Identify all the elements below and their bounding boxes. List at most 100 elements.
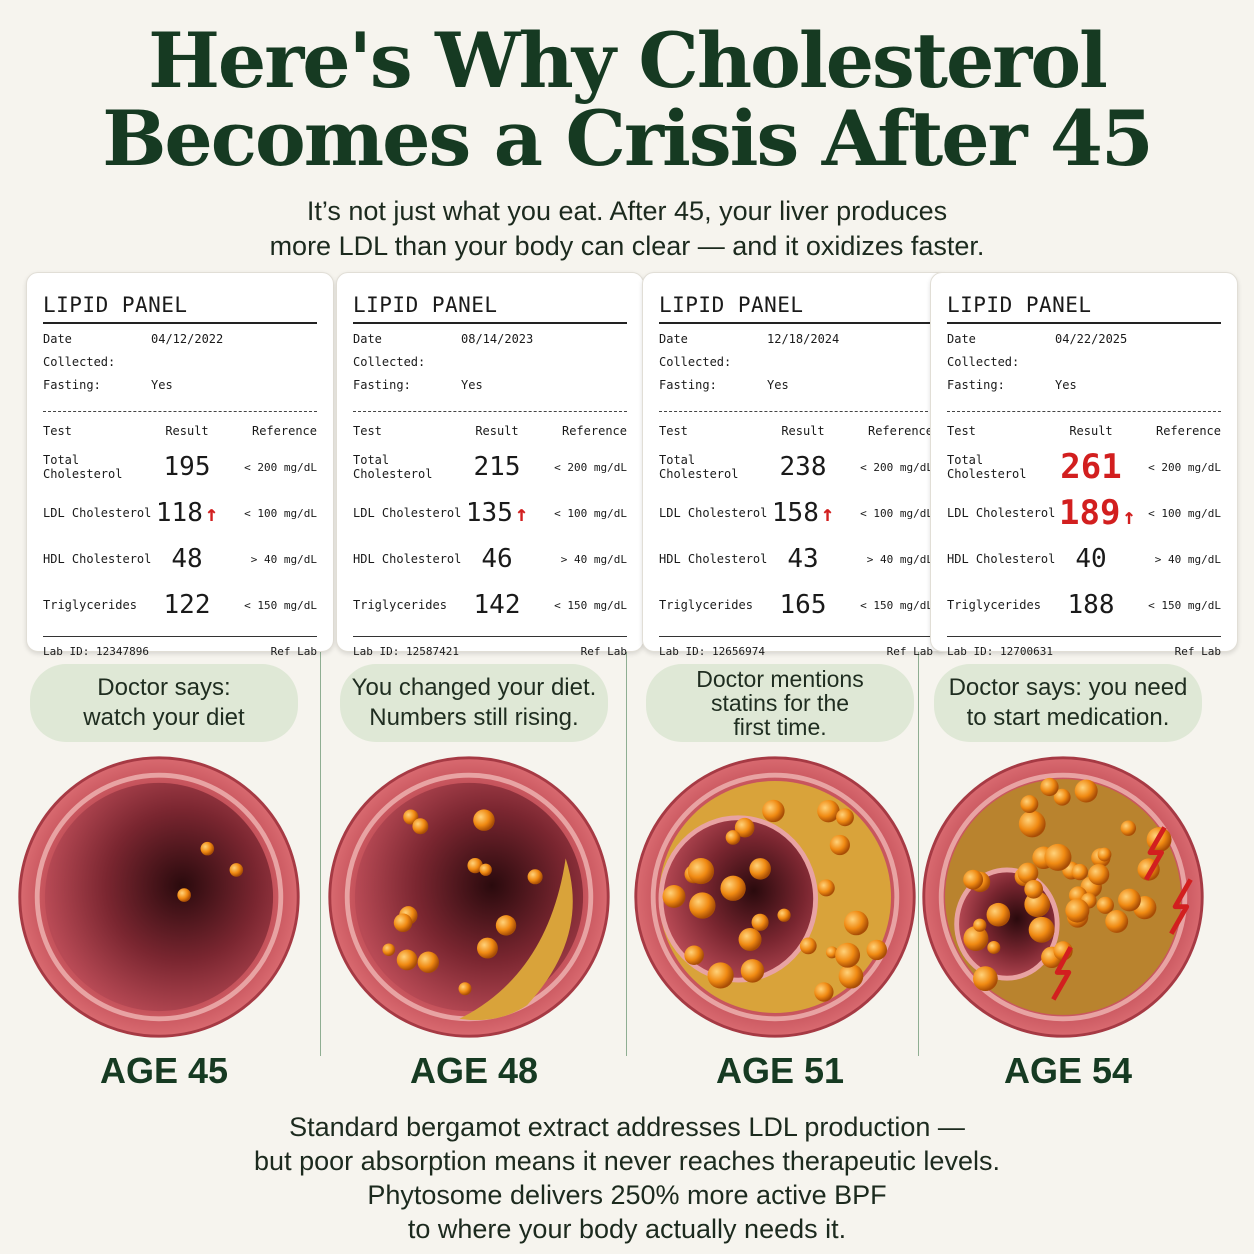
ldl-particle [707, 962, 734, 989]
fasting-value: Yes [1055, 378, 1077, 392]
ldl-particle [1053, 788, 1071, 806]
lab-id: Lab ID: 12700631 [947, 645, 1053, 658]
panel-rule [43, 322, 317, 324]
note-line: Doctor mentions [696, 666, 864, 692]
ldl-particle [684, 945, 704, 966]
ldl-particle [762, 799, 785, 823]
result-cell: 48 [155, 544, 219, 574]
plaque-deposit [459, 858, 573, 1021]
panel-rule-dashed [659, 411, 933, 412]
test-name: Total Cholesterol [43, 453, 123, 481]
meta-date: Date Collected: 08/14/2023 [353, 328, 627, 374]
lab-id-value: 12587421 [405, 645, 459, 658]
reference-range: < 200 mg/dL [244, 460, 317, 474]
meta-fasting: Fasting: Yes [947, 374, 1221, 397]
result-value: 122 [163, 590, 211, 620]
ldl-particle [467, 857, 483, 874]
lab-id-value: 12700631 [999, 645, 1053, 658]
header-result: Result [165, 424, 209, 438]
lab-name: Ref Lab [270, 645, 317, 658]
result-value: 165 [779, 590, 827, 620]
ldl-particle [963, 869, 984, 890]
meta-date: Date Collected: 04/12/2022 [43, 328, 317, 374]
ldl-particle [1120, 820, 1137, 836]
result-value: 261 [1060, 447, 1122, 487]
test-name: HDL Cholesterol [947, 552, 1056, 566]
test-name: Total Cholesterol [947, 453, 1027, 481]
result-value: 48 [171, 544, 203, 574]
lab-id-label: Lab ID: [659, 645, 706, 658]
test-name: LDL Cholesterol [659, 506, 768, 520]
panel-rule-dashed [43, 411, 317, 412]
fasting-label: Fasting: [659, 378, 717, 392]
timeline-stage: LIPID PANEL Date Collected: 04/22/2025 F… [922, 272, 1238, 1102]
column-divider [626, 286, 627, 1056]
doctor-note-bubble: You changed your diet. Numbers still ris… [340, 664, 608, 742]
meta-date: Date Collected: 12/18/2024 [659, 328, 933, 374]
date-value: 12/18/2024 [767, 332, 840, 346]
result-cell: 195 [155, 452, 219, 482]
header-reference: Reference [867, 424, 933, 438]
header-result: Result [475, 424, 519, 438]
meta-fasting: Fasting: Yes [659, 374, 933, 397]
panel-title: LIPID PANEL [353, 293, 498, 317]
ldl-particle [1020, 795, 1039, 814]
ldl-particle [844, 910, 869, 936]
panel-rule [947, 636, 1221, 637]
subtitle-line-2: more LDL than your body can clear — and … [269, 231, 985, 261]
ldl-particle [1044, 843, 1072, 871]
header-result: Result [781, 424, 825, 438]
table-row: Triglycerides 142 < 150 mg/dL [353, 582, 627, 628]
ldl-particle [1118, 888, 1141, 912]
artery-cross-section-illustration [328, 756, 610, 1038]
subtitle: It’s not just what you eat. After 45, yo… [0, 194, 1254, 264]
ldl-particle [1071, 863, 1088, 881]
result-value: 142 [473, 590, 521, 620]
test-name: HDL Cholesterol [659, 552, 768, 566]
column-divider [918, 286, 919, 1056]
ldl-particle [825, 946, 838, 959]
up-arrow-icon: ↑ [514, 502, 529, 527]
up-arrow-icon: ↑ [1122, 505, 1136, 530]
artery-inner-ring [650, 772, 900, 1022]
ldl-particle [740, 959, 765, 983]
ldl-particle [1088, 863, 1110, 886]
ldl-particle [836, 808, 854, 827]
ldl-particle [866, 939, 888, 961]
header-reference: Reference [1155, 424, 1221, 438]
lightning-icon [1169, 878, 1193, 935]
ldl-particle [829, 834, 850, 856]
subtitle-line-1: It’s not just what you eat. After 45, yo… [306, 196, 948, 226]
reference-range: < 100 mg/dL [860, 506, 933, 520]
lipid-panel-card: LIPID PANEL Date Collected: 04/22/2025 F… [930, 272, 1238, 658]
lab-id-value: 12347896 [95, 645, 149, 658]
reference-range: < 150 mg/dL [860, 598, 933, 612]
table-row: LDL Cholesterol 118↑ < 100 mg/dL [43, 490, 317, 536]
lipid-panel-card: LIPID PANEL Date Collected: 12/18/2024 F… [642, 272, 950, 658]
footer-text: Standard bergamot extract addresses LDL … [0, 1110, 1254, 1246]
ldl-particle [1074, 779, 1098, 803]
timeline-stage: LIPID PANEL Date Collected: 04/12/2022 F… [18, 272, 334, 1102]
lab-id-value: 12656974 [711, 645, 765, 658]
result-value: 195 [163, 452, 211, 482]
ldl-particle [1065, 898, 1090, 923]
panel-title: LIPID PANEL [659, 293, 804, 317]
fasting-label: Fasting: [947, 378, 1005, 392]
result-value: 215 [473, 452, 521, 482]
panel-rule [353, 322, 627, 324]
title-line-1: Here's Why Cholesterol [148, 16, 1108, 105]
panel-footer: Lab ID: 12347896 Ref Lab [43, 645, 317, 658]
test-name: LDL Cholesterol [43, 506, 152, 520]
table-header: Test Result Reference [353, 424, 627, 444]
doctor-note-bubble: Doctor says: you need to start medicatio… [934, 664, 1202, 742]
lightning-icon [1051, 946, 1073, 1001]
panel-rule [947, 322, 1221, 324]
lipid-panel-card: LIPID PANEL Date Collected: 08/14/2023 F… [336, 272, 644, 658]
up-arrow-icon: ↑ [820, 502, 835, 527]
header-test: Test [659, 424, 688, 438]
ldl-particle [417, 951, 439, 973]
result-cell: 118↑ [155, 498, 219, 528]
table-row: LDL Cholesterol 189↑ < 100 mg/dL [947, 490, 1221, 536]
fasting-label: Fasting: [353, 378, 411, 392]
panel-meta: Date Collected: 08/14/2023 Fasting: Yes [353, 328, 627, 397]
